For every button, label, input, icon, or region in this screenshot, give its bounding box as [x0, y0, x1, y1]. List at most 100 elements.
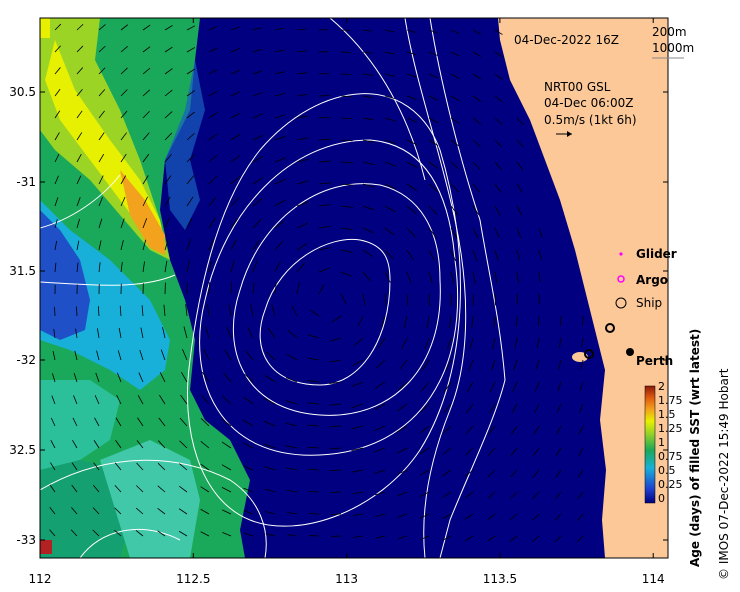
current-arrow — [450, 249, 456, 262]
current-arrow — [49, 529, 56, 537]
current-arrow — [164, 89, 173, 97]
current-arrow — [406, 161, 418, 168]
current-arrow — [384, 271, 391, 283]
current-arrow — [406, 293, 409, 306]
current-arrow — [537, 315, 540, 327]
colorbar-tick-label: 0 — [658, 492, 665, 505]
current-arrow — [516, 249, 521, 261]
current-arrow — [115, 417, 122, 427]
current-arrow — [76, 88, 83, 97]
current-arrow — [489, 381, 496, 392]
current-arrow — [384, 161, 397, 167]
current-arrow — [330, 491, 342, 494]
current-arrow — [76, 175, 82, 185]
current-arrow — [274, 49, 285, 53]
current-arrow — [428, 51, 438, 56]
current-arrow — [420, 403, 430, 413]
current-arrow — [426, 315, 430, 328]
current-arrow — [510, 491, 518, 499]
current-arrow — [265, 511, 276, 515]
current-arrow — [450, 227, 458, 239]
current-arrow — [362, 183, 375, 188]
current-arrow — [114, 462, 122, 471]
current-arrow — [160, 349, 166, 361]
current-arrow — [142, 110, 150, 119]
current-arrow — [384, 139, 396, 145]
current-arrow — [469, 337, 474, 350]
current-arrow — [117, 350, 122, 361]
current-arrow — [534, 403, 540, 413]
current-arrow — [139, 349, 144, 361]
current-arrow — [142, 175, 149, 185]
current-arrow — [351, 425, 364, 430]
current-arrow — [362, 139, 375, 143]
current-arrow — [94, 417, 100, 427]
current-arrow — [98, 89, 106, 97]
current-arrow — [179, 463, 188, 471]
current-arrow — [309, 309, 320, 317]
colorbar-tick-label: 2 — [658, 380, 665, 393]
current-arrow — [536, 337, 540, 349]
current-arrow — [186, 260, 190, 273]
current-arrow — [465, 447, 474, 456]
current-arrow — [98, 262, 101, 273]
current-arrow — [49, 507, 56, 515]
current-arrow — [142, 67, 151, 75]
current-arrow — [186, 111, 195, 119]
current-arrow — [119, 305, 122, 317]
timestamp-label: 04-Dec-2022 16Z — [514, 33, 619, 47]
current-arrow — [252, 70, 263, 75]
current-arrow — [472, 117, 481, 125]
current-arrow — [142, 24, 151, 31]
current-arrow — [208, 112, 218, 119]
current-arrow — [353, 337, 364, 347]
current-arrow — [465, 425, 474, 435]
current-arrow — [397, 513, 408, 518]
current-arrow — [285, 445, 298, 449]
current-arrow — [274, 240, 284, 251]
current-arrow — [142, 132, 150, 141]
current-arrow — [93, 462, 100, 471]
current-arrow — [296, 137, 309, 141]
current-arrow — [443, 381, 452, 393]
current-arrow — [384, 95, 395, 100]
current-arrow — [74, 350, 78, 361]
current-arrow — [296, 28, 307, 31]
current-arrow — [581, 337, 584, 348]
current-arrow — [72, 417, 78, 427]
current-arrow — [512, 381, 518, 392]
current-arrow — [555, 469, 562, 478]
current-arrow — [200, 440, 210, 449]
current-arrow — [274, 135, 286, 141]
current-arrow — [265, 533, 276, 537]
current-arrow — [472, 205, 480, 216]
current-arrow — [252, 134, 264, 141]
current-arrow — [538, 227, 543, 238]
current-arrow — [296, 93, 308, 97]
current-arrow — [157, 508, 166, 515]
current-arrow — [180, 394, 188, 405]
current-arrow — [331, 315, 342, 323]
current-arrow — [120, 240, 124, 251]
current-arrow — [577, 513, 584, 521]
current-arrow — [76, 306, 78, 317]
eddy-contours — [40, 18, 461, 558]
current-arrow — [97, 328, 100, 339]
current-arrow — [120, 67, 128, 75]
current-arrow — [137, 394, 144, 405]
current-arrow — [76, 262, 79, 273]
current-arrow — [264, 375, 276, 383]
current-arrow — [318, 204, 331, 207]
current-arrow — [450, 95, 460, 102]
ship-position-marker — [605, 323, 615, 333]
current-arrow — [72, 440, 78, 449]
colorbar-tick-label: 1 — [658, 436, 665, 449]
current-vectors — [49, 23, 584, 543]
current-arrow — [340, 183, 353, 186]
current-arrow — [307, 402, 320, 405]
current-arrow — [120, 24, 129, 31]
current-arrow — [472, 183, 481, 193]
current-arrow — [559, 315, 562, 326]
current-arrow — [468, 359, 474, 371]
current-arrow — [397, 469, 408, 475]
